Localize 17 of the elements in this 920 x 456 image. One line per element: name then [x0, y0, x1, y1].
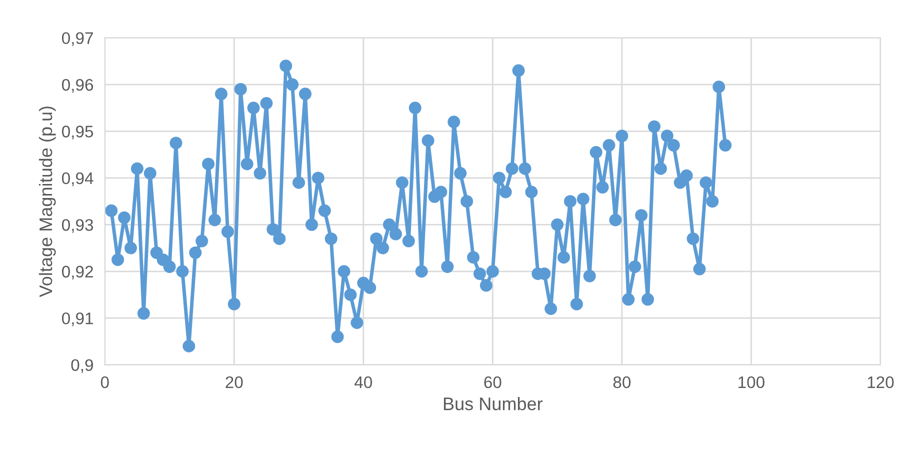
y-tick-label: 0,92	[62, 266, 93, 280]
x-tick-label: 40	[354, 376, 372, 388]
y-tick-label: 0,94	[62, 172, 94, 186]
y-tick-label: 0,95	[62, 126, 94, 140]
y-tick-label: 0,9	[71, 359, 93, 373]
x-tick-label: 100	[738, 376, 764, 388]
x-tick-label: 80	[613, 376, 631, 388]
y-axis-title: Voltage Magnitude (p.u)	[38, 106, 56, 298]
y-tick-label: 0,97	[62, 32, 93, 46]
x-tick-label: 120	[868, 376, 894, 388]
x-tick-label: 0	[100, 376, 109, 388]
y-tick-label: 0,96	[62, 78, 94, 93]
x-tick-label: 60	[484, 376, 502, 388]
y-tick-label: 0,91	[62, 312, 93, 326]
x-axis-title: Bus Number	[444, 397, 543, 410]
x-tick-label: 20	[226, 376, 243, 388]
y-tick-label: 0,93	[62, 219, 94, 233]
